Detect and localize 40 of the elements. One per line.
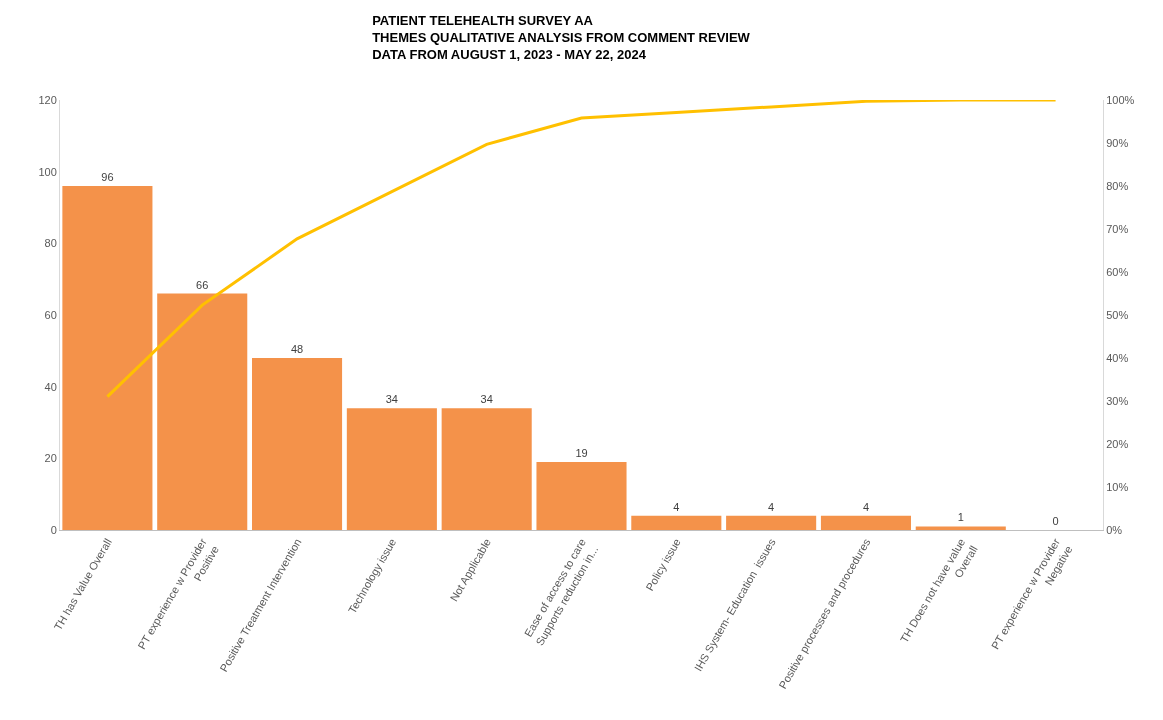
bar xyxy=(536,461,627,530)
y2-tick-label: 40% xyxy=(1106,351,1129,364)
y-tick-label: 100 xyxy=(38,165,57,178)
data-label: 0 xyxy=(1052,515,1059,527)
data-label: 34 xyxy=(480,393,493,406)
data-label: 4 xyxy=(862,500,870,513)
bar xyxy=(157,293,248,530)
bar xyxy=(252,358,343,530)
data-label: 66 xyxy=(196,278,209,291)
y2-tick-label: 0% xyxy=(1106,523,1123,536)
y-tick-label: 120 xyxy=(38,93,57,106)
y2-tick-label: 60% xyxy=(1106,265,1129,278)
bar xyxy=(915,526,1006,530)
y2-tick-label: 70% xyxy=(1106,222,1129,235)
bar xyxy=(820,515,911,530)
bar xyxy=(62,186,153,530)
bar xyxy=(346,408,437,530)
y-tick-label: 20 xyxy=(44,452,57,465)
y-tick-label: 40 xyxy=(44,380,57,393)
data-label: 48 xyxy=(290,343,304,355)
y2-tick-label: 50% xyxy=(1106,308,1129,321)
y2-tick-label: 10% xyxy=(1106,480,1129,493)
data-label: 4 xyxy=(768,500,775,513)
bar xyxy=(726,515,817,530)
data-label: 1 xyxy=(957,511,964,524)
y2-tick-label: 30% xyxy=(1106,394,1129,407)
bar xyxy=(631,515,722,530)
data-label: 19 xyxy=(575,446,588,459)
y2-tick-label: 100% xyxy=(1106,93,1135,106)
data-label: 4 xyxy=(673,500,680,513)
y-tick-label: 0 xyxy=(50,523,57,536)
y-tick-label: 60 xyxy=(44,308,57,321)
y2-tick-label: 80% xyxy=(1106,179,1129,192)
data-label: 96 xyxy=(101,171,114,183)
y2-tick-label: 20% xyxy=(1106,437,1129,450)
chart-title: PATIENT TELEHEALTH SURVEY AA THEMES QUALITATIVE ANALYSIS FROM COMMENT REVIEW DATA FROM AUGUST 1, 2023 - MAY 22, 2024 xyxy=(372,13,751,62)
y2-tick-label: 90% xyxy=(1106,136,1129,149)
y-tick-label: 80 xyxy=(44,237,57,250)
data-label: 34 xyxy=(385,393,398,406)
bar xyxy=(441,408,532,530)
